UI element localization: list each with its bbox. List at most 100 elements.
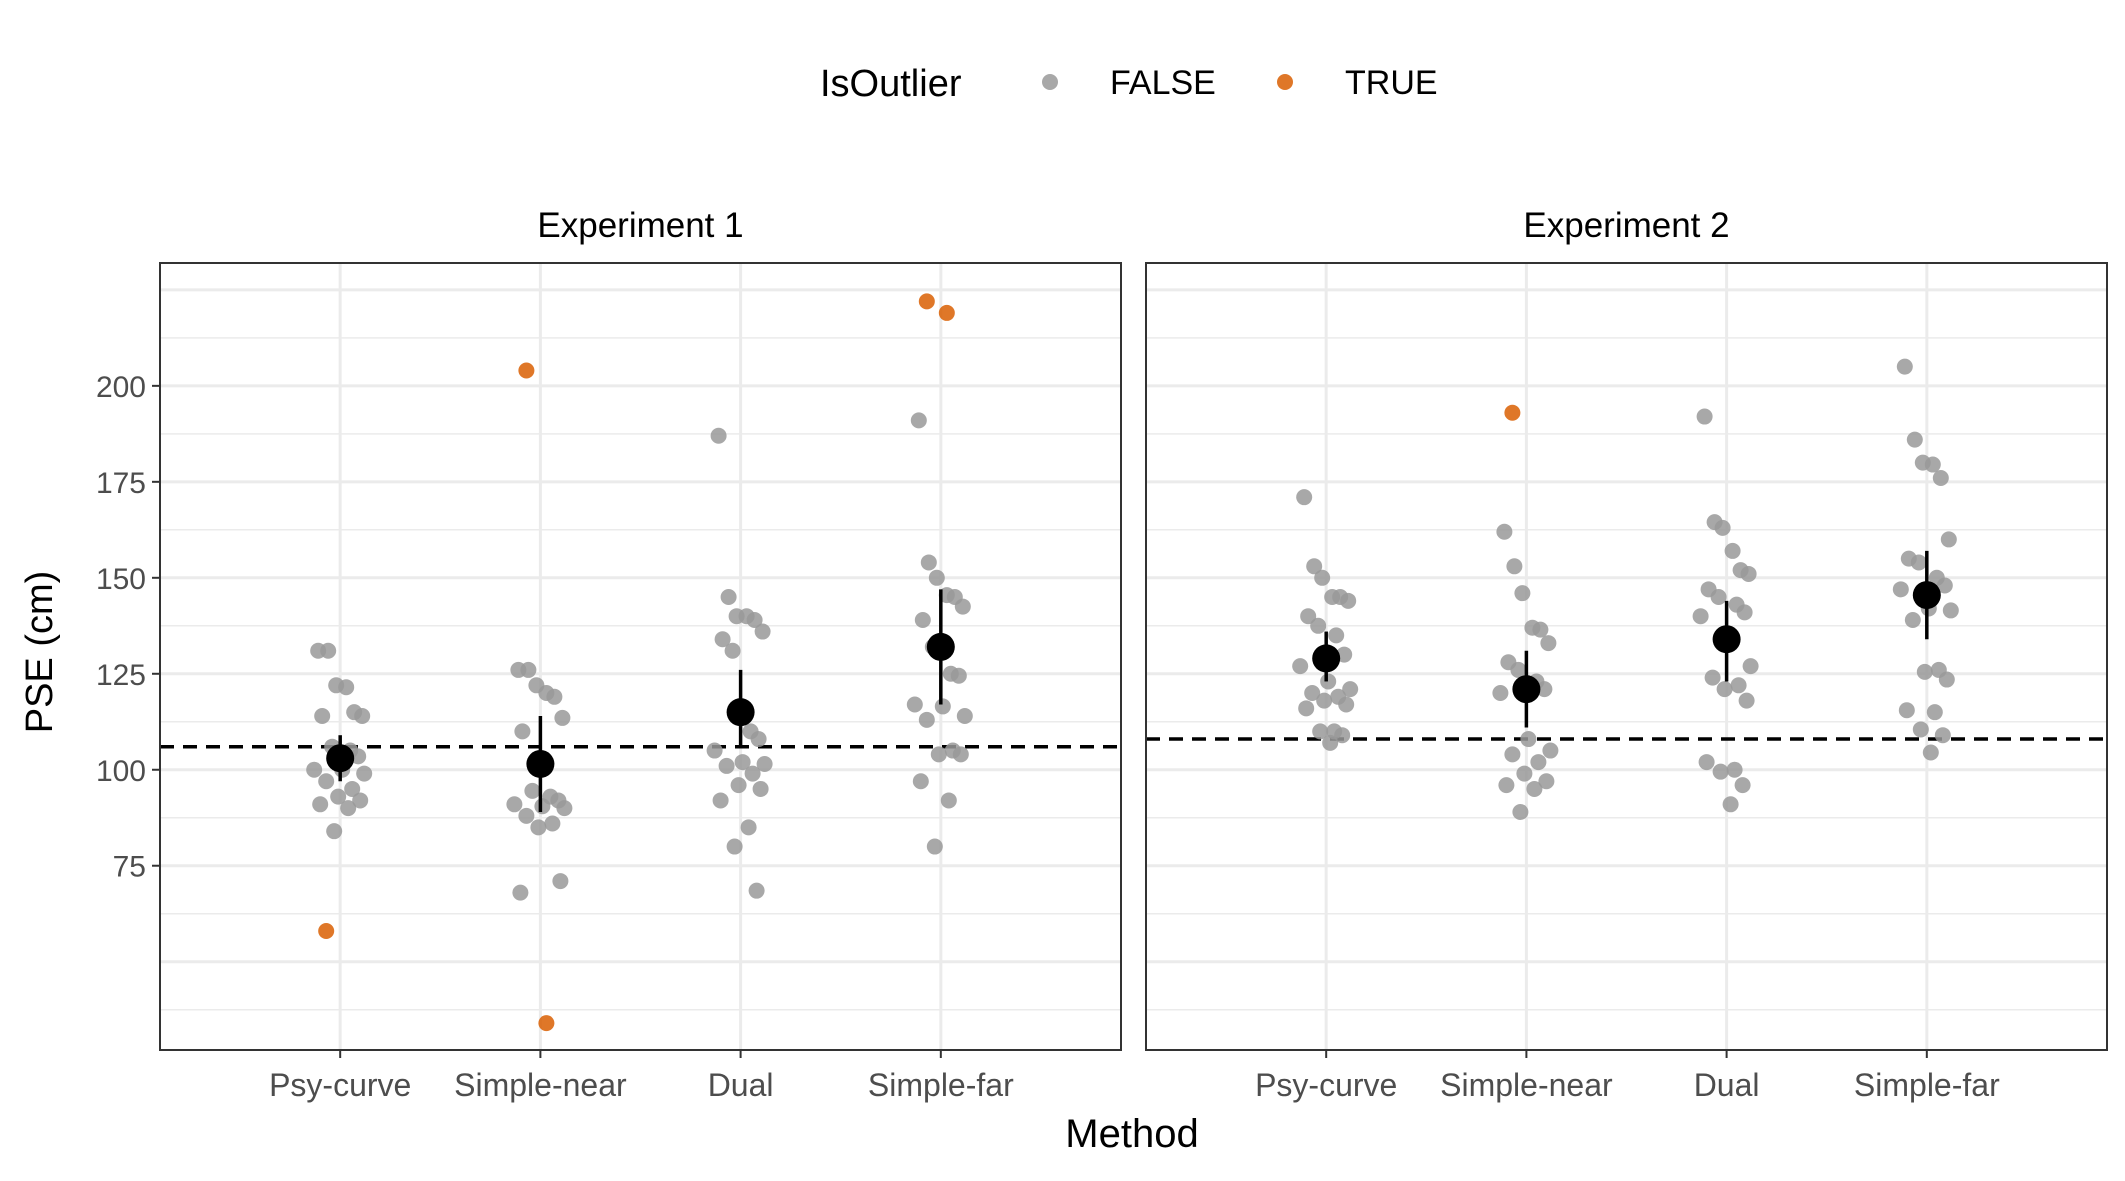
data-point — [1734, 777, 1751, 794]
legend-key-true — [1277, 74, 1293, 90]
data-point — [1896, 358, 1913, 375]
data-point — [712, 792, 729, 809]
data-point — [1306, 558, 1323, 575]
data-point — [730, 777, 747, 794]
data-point — [1296, 489, 1313, 506]
data-point — [952, 746, 969, 763]
data-point — [330, 788, 347, 805]
data-point — [1710, 588, 1727, 605]
data-point — [1916, 663, 1933, 680]
data-point — [1312, 723, 1329, 740]
data-point — [710, 427, 727, 444]
mean-point — [726, 698, 755, 727]
data-point — [514, 723, 531, 740]
legend-label-false: FALSE — [1110, 64, 1216, 102]
outlier-point — [538, 1015, 555, 1032]
data-point — [918, 711, 935, 728]
data-point — [1922, 744, 1939, 761]
data-point — [1536, 681, 1553, 698]
data-point — [1738, 692, 1755, 709]
data-point — [314, 708, 331, 725]
data-point — [1940, 531, 1957, 548]
data-point — [1310, 617, 1327, 634]
data-point — [352, 792, 369, 809]
data-point — [1338, 696, 1355, 713]
data-point — [356, 765, 373, 782]
mean-point — [1512, 675, 1541, 704]
data-point — [1510, 661, 1527, 678]
data-point — [706, 742, 723, 759]
x-tick-label: Psy-curve — [269, 1067, 411, 1103]
data-point — [1530, 754, 1547, 771]
data-point — [518, 807, 535, 824]
data-point — [746, 612, 763, 629]
data-point — [1726, 761, 1743, 778]
data-point — [354, 708, 371, 725]
data-point — [1712, 763, 1729, 780]
data-point — [1910, 554, 1927, 571]
data-point — [344, 780, 361, 797]
data-point — [1322, 734, 1339, 751]
x-axis-title: Method — [1065, 1112, 1198, 1156]
data-point — [1898, 702, 1915, 719]
data-point — [1736, 604, 1753, 621]
data-point — [512, 884, 529, 901]
data-point — [306, 761, 323, 778]
data-point — [940, 792, 957, 809]
data-point — [530, 819, 547, 836]
data-point — [910, 412, 927, 429]
data-point — [1304, 684, 1321, 701]
data-point — [754, 623, 771, 640]
x-tick-label: Psy-curve — [1255, 1067, 1397, 1103]
data-point — [318, 773, 335, 790]
data-point — [1292, 658, 1309, 675]
data-point — [326, 823, 343, 840]
x-tick-label: Simple-far — [868, 1067, 1014, 1103]
data-point — [1514, 585, 1531, 602]
data-point — [320, 642, 337, 659]
data-point — [720, 588, 737, 605]
outlier-point — [938, 304, 955, 321]
data-point — [1516, 765, 1533, 782]
data-point — [1492, 684, 1509, 701]
mean-point — [526, 749, 555, 778]
data-point — [724, 642, 741, 659]
outlier-point — [1504, 404, 1521, 421]
data-point — [1340, 592, 1357, 609]
data-point — [744, 765, 761, 782]
data-point — [534, 798, 551, 815]
data-point — [734, 754, 751, 771]
data-point — [1540, 635, 1557, 652]
outlier-point — [518, 362, 535, 379]
data-point — [1942, 602, 1959, 619]
data-point — [718, 757, 735, 774]
data-point — [912, 773, 929, 790]
data-point — [752, 780, 769, 797]
data-point — [750, 731, 767, 748]
data-point — [1926, 704, 1943, 721]
y-tick-label: 100 — [96, 755, 146, 788]
outlier-point — [918, 293, 935, 310]
data-point — [520, 661, 537, 678]
data-point — [934, 698, 951, 715]
x-tick-label: Simple-near — [1440, 1067, 1613, 1103]
data-point — [714, 631, 731, 648]
panel-experiment-1: Experiment 1 Psy-curve Simple-near Dual Simp… — [96, 206, 1122, 1103]
legend: IsOutlier FALSE TRUE — [820, 63, 1438, 105]
legend-title: IsOutlier — [820, 63, 962, 105]
mean-point — [926, 632, 955, 661]
data-point — [524, 782, 541, 799]
data-point — [312, 796, 329, 813]
data-point — [544, 815, 561, 832]
data-point — [1934, 727, 1951, 744]
x-tick-label: Simple-near — [454, 1067, 627, 1103]
data-point — [1704, 669, 1721, 686]
y-axis-title: PSE (cm) — [19, 571, 61, 734]
data-point — [554, 709, 571, 726]
y-tick-label: 175 — [96, 467, 146, 500]
data-point — [950, 667, 967, 684]
data-point — [906, 696, 923, 713]
data-point — [1334, 727, 1351, 744]
data-point — [1496, 523, 1513, 540]
